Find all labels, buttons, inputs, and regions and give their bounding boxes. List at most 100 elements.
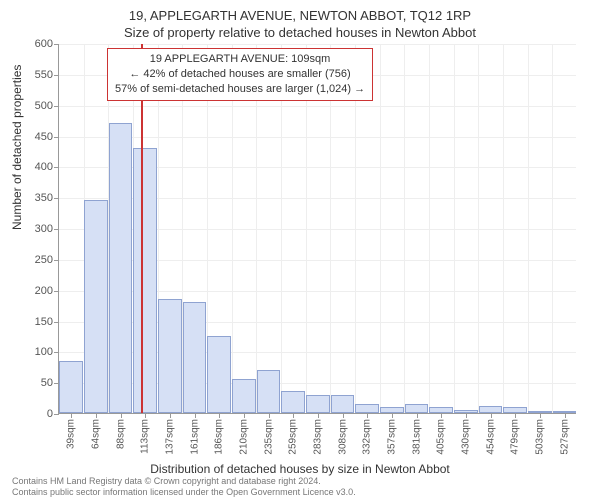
xtick-label: 210sqm bbox=[239, 419, 250, 455]
xtick-mark bbox=[441, 413, 442, 418]
xtick-label: 113sqm bbox=[140, 419, 151, 454]
xtick-label: 527sqm bbox=[559, 419, 570, 455]
histogram-bar bbox=[281, 391, 305, 413]
histogram-bar bbox=[306, 395, 330, 414]
histogram-bar bbox=[257, 370, 281, 413]
ytick-mark bbox=[54, 322, 59, 323]
ytick-mark bbox=[54, 137, 59, 138]
xtick-mark bbox=[343, 413, 344, 418]
annotation-line-2: ← 42% of detached houses are smaller (75… bbox=[115, 67, 365, 82]
xtick-mark bbox=[145, 413, 146, 418]
ytick-label: 500 bbox=[35, 100, 53, 112]
gridline-v bbox=[552, 44, 553, 413]
histogram-bar bbox=[331, 395, 355, 414]
xtick-mark bbox=[71, 413, 72, 418]
xtick-mark bbox=[515, 413, 516, 418]
footer-attribution: Contains HM Land Registry data © Crown c… bbox=[12, 476, 356, 498]
xtick-label: 405sqm bbox=[436, 419, 447, 455]
xtick-label: 64sqm bbox=[91, 419, 102, 449]
xtick-mark bbox=[367, 413, 368, 418]
histogram-bar bbox=[232, 379, 256, 413]
histogram-bar bbox=[109, 123, 133, 413]
ytick-mark bbox=[54, 383, 59, 384]
xtick-label: 332sqm bbox=[362, 419, 373, 455]
gridline-v bbox=[380, 44, 381, 413]
gridline-v bbox=[454, 44, 455, 413]
xtick-label: 235sqm bbox=[263, 419, 274, 455]
xtick-mark bbox=[170, 413, 171, 418]
plot-area: 05010015020025030035040045050055060039sq… bbox=[58, 44, 576, 414]
xtick-label: 39sqm bbox=[66, 419, 77, 449]
ytick-mark bbox=[54, 414, 59, 415]
histogram-bar bbox=[84, 200, 108, 413]
xtick-label: 308sqm bbox=[337, 419, 348, 455]
histogram-bar bbox=[355, 404, 379, 413]
ytick-label: 400 bbox=[35, 161, 53, 173]
xtick-label: 454sqm bbox=[485, 419, 496, 455]
xtick-label: 88sqm bbox=[115, 419, 126, 449]
xtick-mark bbox=[318, 413, 319, 418]
ytick-label: 0 bbox=[47, 408, 53, 420]
histogram-bar bbox=[133, 148, 157, 413]
ytick-label: 100 bbox=[35, 346, 53, 358]
xtick-label: 137sqm bbox=[165, 419, 176, 455]
xtick-label: 503sqm bbox=[535, 419, 546, 455]
ytick-label: 450 bbox=[35, 131, 53, 143]
xtick-label: 259sqm bbox=[288, 419, 299, 455]
chart-area: 05010015020025030035040045050055060039sq… bbox=[58, 44, 576, 414]
xtick-label: 283sqm bbox=[313, 419, 324, 455]
ytick-mark bbox=[54, 75, 59, 76]
histogram-bar bbox=[183, 302, 207, 413]
ytick-label: 150 bbox=[35, 316, 53, 328]
histogram-bar bbox=[158, 299, 182, 413]
gridline-v bbox=[404, 44, 405, 413]
ytick-label: 250 bbox=[35, 254, 53, 266]
xtick-label: 161sqm bbox=[189, 419, 200, 455]
chart-title-sub: Size of property relative to detached ho… bbox=[0, 23, 600, 44]
footer-line-1: Contains HM Land Registry data © Crown c… bbox=[12, 476, 356, 487]
footer-line-2: Contains public sector information licen… bbox=[12, 487, 356, 498]
xtick-label: 357sqm bbox=[387, 419, 398, 455]
histogram-bar bbox=[207, 336, 231, 413]
xtick-mark bbox=[491, 413, 492, 418]
xtick-mark bbox=[219, 413, 220, 418]
xtick-mark bbox=[392, 413, 393, 418]
xtick-mark bbox=[466, 413, 467, 418]
histogram-bar bbox=[479, 406, 503, 413]
xtick-label: 381sqm bbox=[411, 419, 422, 455]
xtick-mark bbox=[195, 413, 196, 418]
ytick-label: 550 bbox=[35, 69, 53, 81]
gridline-v bbox=[478, 44, 479, 413]
xtick-mark bbox=[540, 413, 541, 418]
ytick-mark bbox=[54, 260, 59, 261]
ytick-label: 350 bbox=[35, 192, 53, 204]
gridline-h bbox=[59, 137, 576, 138]
ytick-mark bbox=[54, 167, 59, 168]
gridline-h bbox=[59, 106, 576, 107]
ytick-label: 600 bbox=[35, 38, 53, 50]
ytick-mark bbox=[54, 106, 59, 107]
xtick-mark bbox=[293, 413, 294, 418]
ytick-label: 50 bbox=[41, 377, 53, 389]
xtick-label: 186sqm bbox=[214, 419, 225, 455]
ytick-mark bbox=[54, 44, 59, 45]
annotation-box: 19 APPLEGARTH AVENUE: 109sqm← 42% of det… bbox=[107, 48, 373, 101]
chart-title-main: 19, APPLEGARTH AVENUE, NEWTON ABBOT, TQ1… bbox=[0, 0, 600, 23]
xtick-label: 430sqm bbox=[461, 419, 472, 455]
ytick-mark bbox=[54, 291, 59, 292]
x-axis-label: Distribution of detached houses by size … bbox=[0, 462, 600, 476]
ytick-label: 300 bbox=[35, 223, 53, 235]
annotation-line-1: 19 APPLEGARTH AVENUE: 109sqm bbox=[115, 52, 365, 67]
xtick-mark bbox=[417, 413, 418, 418]
ytick-label: 200 bbox=[35, 285, 53, 297]
gridline-v bbox=[528, 44, 529, 413]
ytick-mark bbox=[54, 352, 59, 353]
ytick-mark bbox=[54, 198, 59, 199]
xtick-mark bbox=[244, 413, 245, 418]
xtick-label: 479sqm bbox=[510, 419, 521, 455]
xtick-mark bbox=[269, 413, 270, 418]
gridline-h bbox=[59, 44, 576, 45]
xtick-mark bbox=[96, 413, 97, 418]
gridline-v bbox=[503, 44, 504, 413]
ytick-mark bbox=[54, 229, 59, 230]
